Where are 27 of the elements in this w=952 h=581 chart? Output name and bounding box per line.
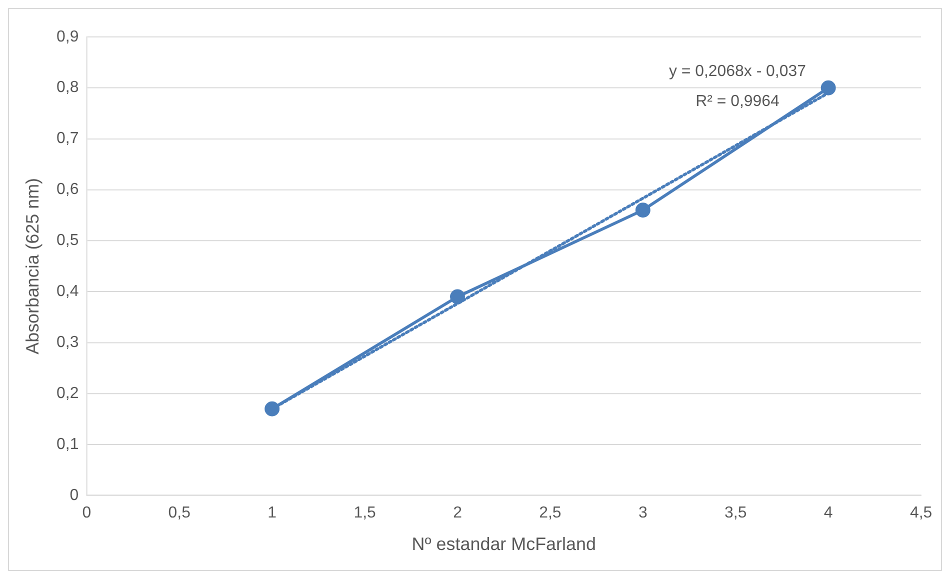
point [635,202,650,218]
x-tick-label: 3,5 [724,504,747,522]
x-tick-label: 1,5 [354,504,376,522]
y-tick-label: 0,3 [56,334,79,351]
y-tick-label: 0,4 [56,283,79,300]
y-axis-title: Absorbancia (625 nm) [22,178,43,354]
x-tick-label: 3 [638,504,648,522]
y-tick-label: 0,9 [56,28,79,46]
y-tick-label: 0,2 [56,384,79,402]
y-tick-label: 0,6 [56,181,79,198]
x-axis-title: Nº estandar McFarland [412,534,596,554]
annotation: R² = 0,9964 [696,93,780,110]
annotation: y = 0,2068x - 0,037 [668,63,806,80]
x-tick-label: 4 [824,504,833,522]
x-tick-label: 2,5 [539,504,562,522]
x-tick-label: 0 [82,504,92,522]
x-tick-label: 0,5 [168,504,191,522]
point [450,289,465,304]
y-tick-label: 0,8 [56,79,79,96]
x-tick-label: 2 [453,504,462,522]
point [820,80,836,96]
x-tick-label: 4,5 [910,504,932,522]
x-tick-label: 1 [268,504,277,522]
y-tick-label: 0 [70,486,79,504]
y-tick-label: 0,5 [56,232,79,250]
y-tick-label: 0,1 [56,436,79,453]
y-tick-label: 0,7 [56,130,79,148]
